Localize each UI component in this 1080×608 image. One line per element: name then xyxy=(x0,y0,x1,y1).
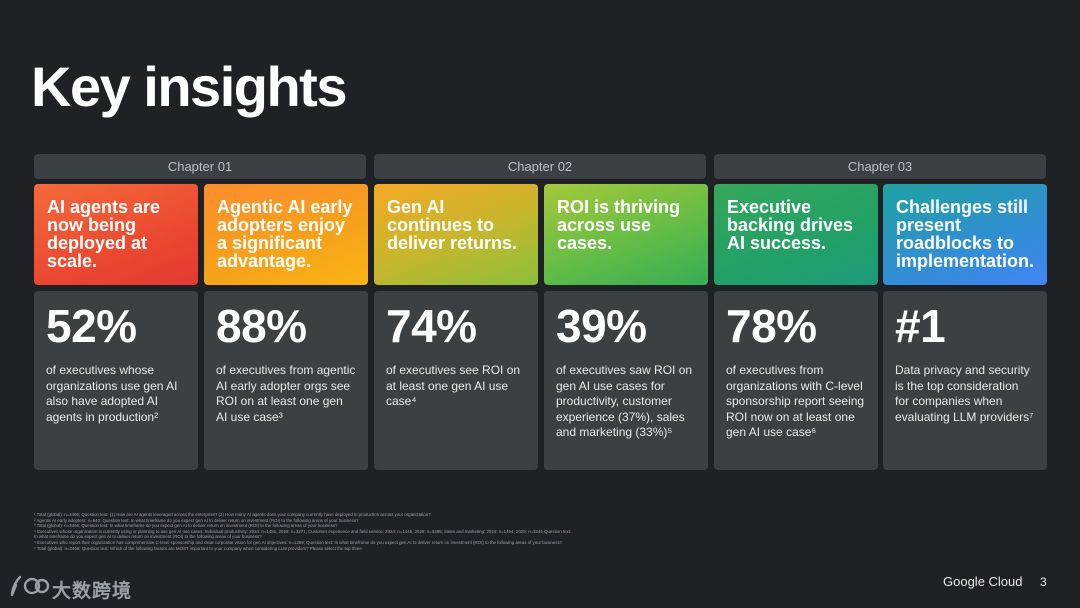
insight-3-heading: Gen AI continues to deliver returns. xyxy=(374,184,538,285)
insight-4-heading: ROI is thriving across use cases. xyxy=(544,184,708,285)
footnote: ¹ Total (global): n=3466; Question text:… xyxy=(34,512,431,517)
insight-3-stat: 74% xyxy=(386,300,477,352)
chapter-03-label: Chapter 03 xyxy=(714,154,1046,179)
page-number: 3 xyxy=(1040,575,1047,589)
footnote: ³ Total (global): n=3466; Question text:… xyxy=(34,523,338,529)
watermark-text: 大数跨境 xyxy=(52,581,133,602)
footnote: ⁴ Executives whose organization is curre… xyxy=(34,528,572,534)
insight-1-stat: 52% xyxy=(46,300,137,352)
insight-3-card: 74% of executives see ROI on at least on… xyxy=(374,291,538,470)
insight-6-heading: Challenges still present roadblocks to i… xyxy=(883,184,1047,285)
watermark-logo-icon xyxy=(10,575,50,597)
insight-6-stat: #1 xyxy=(895,300,946,352)
footnotes: ¹ Total (global): n=3466; Question text:… xyxy=(34,512,674,551)
chapter-02-label: Chapter 02 xyxy=(374,154,706,179)
insight-2-card: 88% of executives from agentic AI early … xyxy=(204,291,368,470)
insight-5-heading: Executive backing drives AI success. xyxy=(714,184,878,285)
footnote: ² Agentic AI early adopters: n=640; Ques… xyxy=(34,517,359,523)
footnote: ⁵ Executives who report their organizati… xyxy=(34,539,563,545)
insight-5-description: of executives from organizations with C-… xyxy=(726,363,865,439)
insight-1-card: 52% of executives whose organizations us… xyxy=(34,291,198,470)
insight-3-description: of executives see ROI on at least one ge… xyxy=(386,363,521,408)
footnote: In what timeframe do you expect gen AI t… xyxy=(34,534,262,540)
insight-2-description: of executives from agentic AI early adop… xyxy=(216,363,356,424)
insight-2-stat: 88% xyxy=(216,300,307,352)
insight-6-description: Data privacy and security is the top con… xyxy=(895,363,1034,424)
footnote: ⁶ Total (global): n=3466; Question text:… xyxy=(34,545,364,551)
insight-1-description: of executives whose organizations use ge… xyxy=(46,363,178,424)
insight-5-card: 78% of executives from organizations wit… xyxy=(714,291,878,470)
page-title: Key insights xyxy=(31,55,347,118)
insight-1-heading: AI agents are now being deployed at scal… xyxy=(34,184,198,285)
insight-6-card: #1 Data privacy and security is the top … xyxy=(883,291,1047,470)
chapter-01-label: Chapter 01 xyxy=(34,154,366,179)
insight-5-stat: 78% xyxy=(726,300,817,352)
insight-4-description: of executives saw ROI on gen AI use case… xyxy=(556,363,693,439)
insight-4-card: 39% of executives saw ROI on gen AI use … xyxy=(544,291,708,470)
insight-2-heading: Agentic AI early adopters enjoy a signif… xyxy=(204,184,368,285)
google-cloud-logo: Google Cloud xyxy=(943,574,1023,589)
insight-4-stat: 39% xyxy=(556,300,647,352)
